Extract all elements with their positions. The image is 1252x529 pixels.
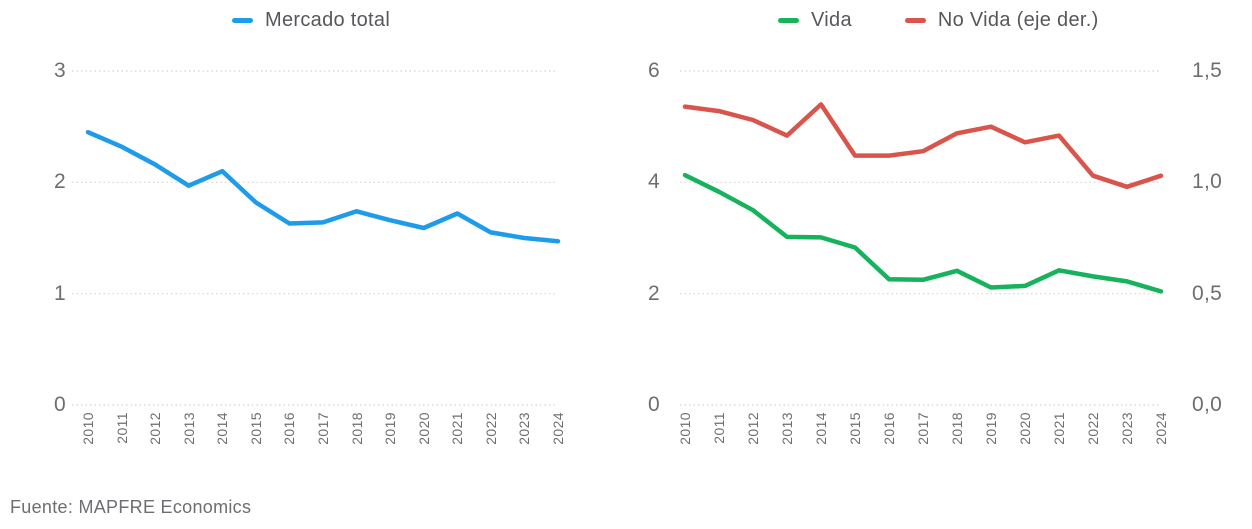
x-axis-tick-label: 2023 <box>1119 412 1135 445</box>
left-y-axis-tick-label: 1 <box>54 281 66 305</box>
x-axis-tick-label: 2017 <box>314 412 331 445</box>
no-vida-eje-der-line <box>682 102 1164 190</box>
vida-legend-swatch <box>778 17 799 23</box>
x-axis-tick-label: 2019 <box>983 412 999 445</box>
x-axis-tick-label: 2021 <box>1051 412 1067 445</box>
x-axis-tick-label: 2016 <box>881 412 897 445</box>
x-axis-tick-label: 2010 <box>677 412 693 445</box>
left-y-axis-tick-label: 0 <box>648 393 660 416</box>
left-y-axis-tick-label: 2 <box>54 170 66 194</box>
x-axis-tick-label: 2021 <box>449 412 466 445</box>
x-axis-tick-label: 2023 <box>516 412 533 445</box>
right-y-axis-tick-label: 0,0 <box>1192 393 1223 416</box>
x-axis-tick-label: 2014 <box>214 412 231 445</box>
x-axis-tick-label: 2024 <box>1153 412 1169 445</box>
x-axis-tick-label: 2016 <box>281 412 298 445</box>
x-axis-tick-label: 2018 <box>348 412 365 445</box>
x-axis-tick-label: 2022 <box>482 412 499 445</box>
mercado-total-legend-swatch <box>232 17 253 23</box>
x-axis-tick-label: 2019 <box>382 412 399 445</box>
x-axis-tick-label: 2020 <box>1017 412 1033 445</box>
x-axis-tick-label: 2012 <box>147 412 164 445</box>
left-y-axis-tick-label: 0 <box>54 393 66 416</box>
legend-mercado-total: Mercado total <box>232 7 390 33</box>
x-axis-tick-label: 2020 <box>415 412 432 445</box>
right-y-axis-tick-label: 1,5 <box>1192 59 1223 82</box>
vida-legend-label: Vida <box>811 8 852 31</box>
x-axis-tick-label: 2017 <box>915 412 931 445</box>
right-y-axis-tick-label: 1,0 <box>1192 170 1223 194</box>
legend-vida-novida: Vida No Vida (eje der.) <box>778 7 1099 33</box>
x-axis-tick-label: 2015 <box>247 412 264 445</box>
left-y-axis-tick-label: 3 <box>54 59 66 82</box>
left-y-axis-tick-label: 6 <box>648 59 660 82</box>
x-axis-tick-label: 2013 <box>180 412 197 445</box>
no-vida-legend-swatch <box>904 17 926 23</box>
x-axis-tick-label: 2014 <box>813 412 829 445</box>
left-y-axis-tick-label: 2 <box>648 281 660 305</box>
vida-line <box>682 172 1164 294</box>
right-y-axis-tick-label: 0,5 <box>1192 281 1223 305</box>
mercado-total-line <box>85 129 561 244</box>
x-axis-tick-label: 2012 <box>745 412 761 445</box>
vida-no-vida-eje-der-plot-area <box>680 70 1164 406</box>
no-vida-legend-label: No Vida (eje der.) <box>937 8 1099 31</box>
x-axis-tick-label: 2024 <box>549 412 566 445</box>
x-axis-tick-label: 2011 <box>711 412 727 444</box>
x-axis-tick-label: 2018 <box>949 412 965 445</box>
x-axis-tick-label: 2015 <box>847 412 863 445</box>
mercado-total-plot-area <box>72 70 561 406</box>
x-axis-tick-label: 2022 <box>1085 412 1101 445</box>
x-axis-tick-label: 2010 <box>80 412 96 445</box>
mercado-total-legend-label: Mercado total <box>265 8 391 31</box>
x-axis-tick-label: 2013 <box>779 412 795 445</box>
left-y-axis-tick-label: 4 <box>648 170 660 194</box>
source-note: Fuente: MAPFRE Economics <box>10 497 252 517</box>
x-axis-tick-label: 2011 <box>113 412 130 444</box>
